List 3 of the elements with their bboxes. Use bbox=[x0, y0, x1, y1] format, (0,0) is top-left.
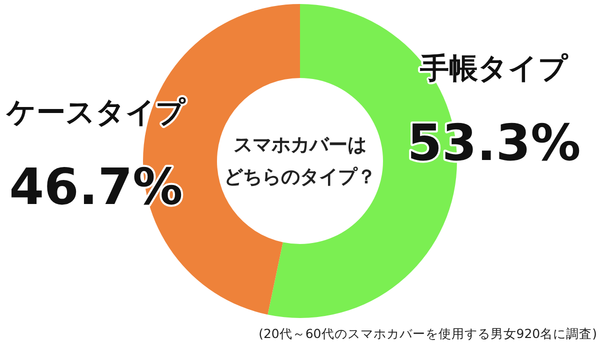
text: スマホカバーはどちらのタイプ？ bbox=[224, 134, 376, 188]
text: (20代～60代のスマホカバーを使用する男女920名に調査) bbox=[258, 326, 597, 341]
slice-label: ケースタイプ bbox=[6, 95, 186, 129]
